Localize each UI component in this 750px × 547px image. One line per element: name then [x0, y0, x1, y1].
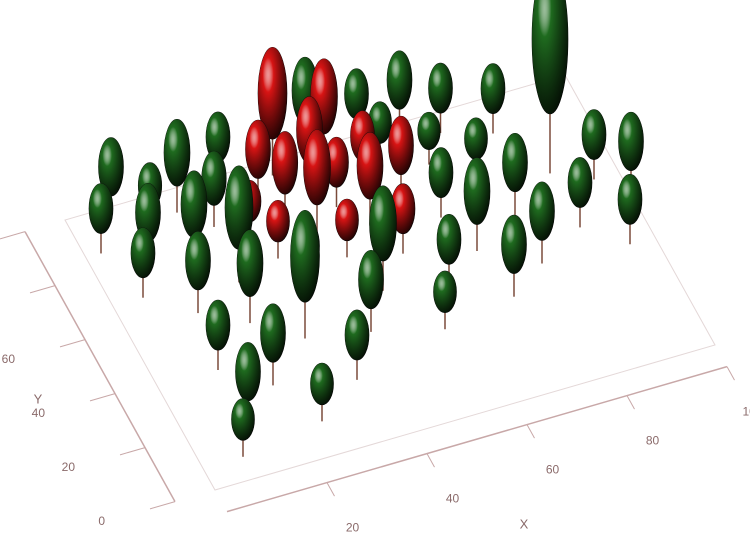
tree-crown: [267, 200, 290, 242]
x-tick-label: 40: [446, 492, 460, 506]
tree: [429, 148, 453, 218]
tree-crown: [181, 171, 207, 238]
tree: [311, 363, 334, 421]
chart: X Y 20406080100020406080100: [0, 0, 750, 547]
x-tick: [327, 483, 335, 497]
tree-crown: [502, 215, 527, 274]
y-tick-label: 60: [2, 352, 16, 366]
tree-crown: [304, 130, 331, 205]
tree: [434, 271, 457, 329]
tree: [464, 158, 490, 251]
tree: [237, 230, 263, 323]
y-tick: [60, 340, 85, 347]
tree: [186, 231, 211, 313]
tree-crown: [131, 228, 155, 278]
tree: [568, 157, 592, 227]
tree-crown: [359, 250, 384, 309]
tree: [503, 133, 528, 215]
tree-crown: [389, 116, 414, 175]
y-tick-label: 40: [32, 406, 46, 420]
tree-crown: [186, 231, 211, 290]
y-tick-label: 0: [98, 514, 105, 528]
x-axis-title: X: [520, 516, 529, 531]
tree-crown: [568, 157, 592, 207]
tree-crown: [89, 183, 113, 233]
tree-crown: [434, 271, 457, 313]
tree-crown: [370, 186, 397, 261]
y-tick: [150, 502, 175, 509]
tree-crown: [246, 120, 271, 179]
tree: [267, 200, 290, 258]
tree-crown: [619, 112, 644, 171]
tree: [261, 304, 286, 386]
x-tick-label: 60: [546, 463, 560, 477]
tree-crown: [164, 119, 190, 186]
y-tick-label: 20: [62, 460, 76, 474]
tree: [206, 300, 230, 370]
x-tick: [627, 396, 635, 410]
tree: [89, 183, 113, 253]
tree: [618, 174, 642, 244]
tree-crown: [618, 174, 642, 224]
x-tick: [727, 367, 735, 381]
y-tick: [120, 448, 145, 455]
tree: [481, 64, 505, 134]
tree-crown: [465, 118, 488, 160]
tree-crown: [464, 158, 490, 225]
tree-crown: [429, 63, 453, 113]
tree-crown: [503, 133, 528, 192]
tree-crown: [261, 304, 286, 363]
x-tick: [527, 425, 535, 439]
y-axis-title: Y: [34, 391, 43, 406]
tree-crown: [206, 300, 230, 350]
y-tick: [90, 394, 115, 401]
tree-crown: [336, 199, 359, 241]
tree-crown: [236, 342, 261, 401]
tree: [530, 182, 555, 264]
tree-crown: [272, 131, 298, 194]
x-tick-label: 100: [742, 405, 750, 419]
tree-crown: [418, 112, 441, 150]
tree: [131, 228, 155, 298]
tree-crown: [237, 230, 263, 297]
tree-crown: [311, 363, 334, 405]
y-tick: [0, 232, 25, 239]
x-tick-label: 20: [346, 521, 360, 535]
tree: [336, 199, 359, 257]
x-tick: [427, 454, 435, 468]
tree-crown: [345, 310, 369, 360]
x-tick-label: 80: [646, 434, 660, 448]
tree: [502, 215, 527, 297]
tree-crown: [532, 0, 568, 114]
tree-crown: [530, 182, 555, 241]
tree-crown: [429, 148, 453, 198]
page: {"chart_data": {"type": "scatter3d", "xl…: [0, 0, 750, 547]
tree: [232, 399, 255, 457]
tree-crown: [291, 210, 320, 302]
tree: [532, 0, 568, 173]
tree-crown: [232, 399, 255, 441]
tree: [291, 210, 320, 338]
tree-crown: [437, 214, 461, 264]
tree-crown: [481, 64, 505, 114]
y-axis-line: [25, 232, 175, 502]
tree-crown: [387, 51, 412, 110]
tree-crown: [582, 109, 606, 159]
y-tick: [30, 286, 55, 293]
tree: [345, 310, 369, 380]
